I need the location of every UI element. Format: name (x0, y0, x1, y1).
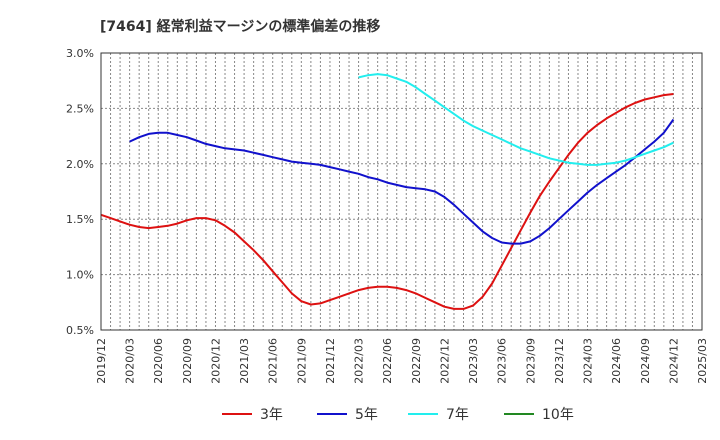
legend-label: 7年 (446, 407, 469, 423)
x-tick-label: 2020/03 (124, 338, 137, 384)
legend-label: 10年 (542, 407, 574, 423)
x-tick-label: 2022/12 (438, 338, 451, 384)
series-line (358, 73, 674, 166)
y-tick-label: 1.0% (66, 269, 94, 282)
plot-frame (100, 52, 703, 331)
y-tick-label: 1.5% (66, 213, 94, 226)
x-tick-label: 2019/12 (95, 338, 108, 384)
x-tick-label: 2025/03 (696, 338, 709, 384)
x-tick-label: 2023/12 (553, 338, 566, 384)
x-tick-label: 2021/09 (295, 338, 308, 384)
x-tick-label: 2020/09 (181, 338, 194, 384)
x-tick-label: 2021/03 (238, 338, 251, 384)
x-tick-label: 2021/12 (324, 338, 337, 384)
legend: 3年 5年 7年 10年 (222, 407, 574, 423)
y-axis-ticks: 0.5% 1.0% 1.5% 2.0% 2.5% 3.0% (66, 47, 94, 337)
series-line (100, 93, 674, 310)
x-tick-label: 2024/03 (582, 338, 595, 384)
y-tick-label: 2.0% (66, 158, 94, 171)
x-tick-label: 2023/06 (496, 338, 509, 384)
x-tick-label: 2020/06 (152, 338, 165, 384)
y-tick-label: 0.5% (66, 324, 94, 337)
x-tick-label: 2020/12 (209, 338, 222, 384)
x-tick-label: 2022/03 (353, 338, 366, 384)
x-axis-ticks: 2019/12 2020/03 2020/06 2020/09 2020/12 2021/… (95, 338, 709, 384)
series-line (129, 118, 675, 245)
x-tick-label: 2023/09 (524, 338, 537, 384)
y-tick-label: 2.5% (66, 102, 94, 115)
y-tick-label: 3.0% (66, 47, 94, 60)
x-tick-label: 2021/06 (267, 338, 280, 384)
x-tick-label: 2024/09 (639, 338, 652, 384)
legend-label: 5年 (355, 407, 378, 423)
x-tick-label: 2022/06 (381, 338, 394, 384)
x-tick-label: 2024/06 (610, 338, 623, 384)
series-lines (100, 73, 675, 310)
x-tick-label: 2022/09 (410, 338, 423, 384)
legend-label: 3年 (260, 407, 283, 423)
x-tick-label: 2024/12 (667, 338, 680, 384)
x-tick-label: 2023/03 (467, 338, 480, 384)
chart-title: [7464] 経常利益マージンの標準偏差の推移 (100, 19, 381, 35)
